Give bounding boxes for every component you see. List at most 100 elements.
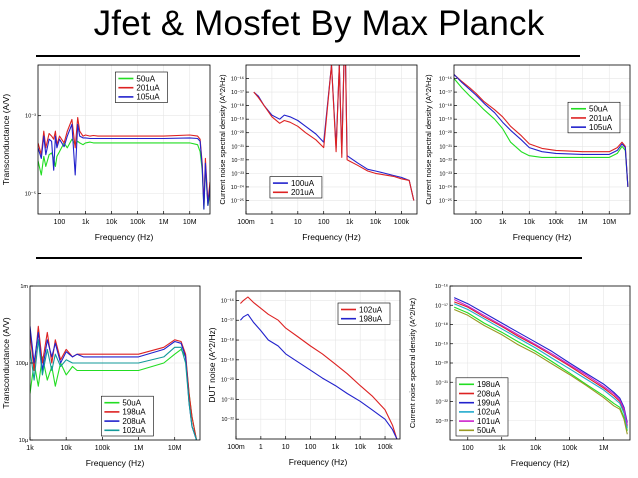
x-axis-label: Frequency (Hz) bbox=[513, 232, 572, 242]
x-tick-label: 10k bbox=[524, 219, 536, 226]
chart-noise-top-middle: 100m 1 10 100 1k 10k 100k 10⁻¹⁶ 10⁻¹⁷ 10⁻¹⁸ 10⁻¹⁹ 1… bbox=[216, 60, 422, 250]
x-tick-label: 10M bbox=[602, 219, 616, 226]
y-tick-label: 10⁻²⁵ bbox=[231, 197, 244, 204]
chart-noise-bottom-right: 100 1k 10k 100k 1M 10⁻¹⁶ 10⁻¹⁷ 10⁻¹⁸ 10⁻¹⁹ 10⁻²⁰ 1… bbox=[406, 282, 636, 476]
series-line-208uA bbox=[454, 301, 628, 427]
p2-svg: 100m 1 10 100 1k 10k 100k 10⁻¹⁶ 10⁻¹⁷ 10⁻¹⁸ 10⁻¹⁹ 1… bbox=[218, 64, 418, 242]
x-tick-label: 10 bbox=[282, 444, 290, 451]
y-tick-label: 10⁻¹⁶ bbox=[221, 297, 234, 304]
series-line-50uA bbox=[38, 138, 210, 210]
legend-label: 208uA bbox=[477, 389, 501, 398]
legend-box bbox=[455, 377, 509, 437]
series-group bbox=[30, 325, 198, 440]
x-tick-label: 1M bbox=[578, 219, 588, 226]
y-tick-label: 10⁻¹⁷ bbox=[221, 317, 234, 324]
y-axis-label: Transconductance (A/V) bbox=[1, 94, 11, 186]
x-tick-label: 1 bbox=[259, 444, 263, 451]
y-tick-label: 10⁻¹⁸ bbox=[221, 337, 234, 344]
x-tick-label: 1k bbox=[26, 445, 34, 452]
y-tick-label: 10⁻²² bbox=[439, 158, 452, 164]
x-tick-label: 100 bbox=[54, 219, 66, 226]
legend-label: 50uA bbox=[136, 74, 155, 83]
y-axis-label: Transconductance (A/V) bbox=[1, 317, 11, 409]
p1-svg: 100 1k 10k 100k 1M 10M 10⁻⁵ 10⁻³ Frequency (Hz) T… bbox=[1, 64, 211, 242]
y-tick-label: 10⁻²⁵ bbox=[439, 197, 452, 204]
x-tick-label: 1M bbox=[134, 445, 144, 452]
y-tick-label: 10⁻²² bbox=[221, 417, 234, 423]
chart-dut-noise: 100m 1 10 100 1k 10k 100k 10⁻¹⁶ 10⁻¹⁷ 10⁻¹⁸ 10⁻¹⁹ 1… bbox=[206, 285, 406, 475]
y-tick-label: 10⁻²³ bbox=[435, 419, 448, 425]
series-line-105uA bbox=[454, 74, 629, 187]
x-tick-label: 1M bbox=[159, 219, 169, 226]
x-tick-label: 100k bbox=[562, 445, 578, 452]
x-axis-label: Frequency (Hz) bbox=[302, 232, 361, 242]
x-tick-label: 1k bbox=[82, 219, 90, 226]
y-tick-label: 10⁻⁵ bbox=[25, 191, 36, 198]
x-tick-label: 1k bbox=[498, 445, 506, 452]
legend-label: 199uA bbox=[477, 399, 501, 408]
series-group bbox=[253, 65, 415, 201]
y-tick-label: 10⁻¹⁹ bbox=[231, 116, 244, 123]
title-underline bbox=[36, 55, 580, 57]
x-tick-label: 10M bbox=[168, 445, 182, 452]
y-tick-label: 10⁻¹⁸ bbox=[439, 103, 452, 110]
x-tick-label: 10k bbox=[106, 219, 118, 226]
legend-label: 102uA bbox=[122, 426, 146, 435]
y-tick-label: 10⁻¹⁹ bbox=[439, 116, 452, 123]
series-line-201uA bbox=[253, 65, 415, 201]
y-tick-label: 10⁻¹⁸ bbox=[435, 322, 448, 329]
x-tick-label: 100m bbox=[227, 444, 245, 451]
legend-label: 50uA bbox=[477, 426, 496, 435]
series-line-208uA bbox=[30, 326, 198, 440]
x-tick-label: 10k bbox=[355, 444, 367, 451]
x-tick-label: 10k bbox=[530, 445, 542, 452]
legend-label: 102uA bbox=[477, 408, 501, 417]
plot-frame bbox=[245, 64, 418, 215]
x-tick-label: 100 bbox=[318, 219, 330, 226]
y-tick-label: 10⁻¹⁷ bbox=[435, 302, 448, 309]
series-group bbox=[453, 297, 628, 435]
x-axis-label: Frequency (Hz) bbox=[511, 458, 570, 468]
y-tick-label: 10⁻¹⁹ bbox=[435, 341, 448, 348]
series-line-102uA bbox=[30, 339, 198, 440]
grid bbox=[454, 65, 630, 214]
y-tick-label: 10⁻²¹ bbox=[435, 380, 448, 386]
x-axis-label: Frequency (Hz) bbox=[289, 457, 348, 467]
section-divider bbox=[36, 257, 582, 259]
p3-svg: 100 1k 10k 100k 1M 10M 10⁻¹⁶ 10⁻¹⁷ 10⁻¹⁸ 10⁻¹⁹ 10⁻… bbox=[424, 64, 631, 242]
legend-label: 105uA bbox=[136, 93, 160, 102]
x-axis-label: Frequency (Hz) bbox=[86, 458, 145, 468]
series-line-201uA bbox=[38, 116, 210, 206]
legend-label: 50uA bbox=[122, 399, 141, 408]
y-axis-label: Current noise spectral density (A^2/Hz) bbox=[424, 74, 433, 205]
p4-svg: 1k 10k 100k 1M 10M 1m 100µ 10µ Frequency (Hz) Tra… bbox=[1, 284, 201, 468]
plot-frame bbox=[37, 64, 211, 215]
plot-area bbox=[454, 65, 630, 214]
legend-label: 208uA bbox=[122, 417, 146, 426]
y-tick-label: 10⁻¹⁶ bbox=[435, 283, 448, 290]
y-tick-label: 10⁻²² bbox=[231, 158, 244, 164]
y-tick-label: 10⁻²⁴ bbox=[231, 184, 245, 191]
x-tick-label: 1k bbox=[332, 444, 340, 451]
legend-label: 101uA bbox=[477, 417, 501, 426]
x-tick-label: 100 bbox=[470, 219, 482, 226]
legend-label: 198uA bbox=[477, 380, 501, 389]
legend-label: 201uA bbox=[589, 114, 613, 123]
y-tick-label: 10⁻¹⁶ bbox=[439, 76, 452, 83]
chart-noise-top-right: 100 1k 10k 100k 1M 10M 10⁻¹⁶ 10⁻¹⁷ 10⁻¹⁸ 10⁻¹⁹ 10⁻… bbox=[422, 60, 636, 250]
series-line-105uA bbox=[38, 123, 210, 210]
series-group bbox=[454, 74, 629, 187]
legend-label: 50uA bbox=[589, 105, 608, 114]
x-tick-label: 100k bbox=[377, 444, 393, 451]
x-tick-label: 100 bbox=[462, 445, 474, 452]
y-tick-label: 10⁻¹⁹ bbox=[221, 357, 234, 364]
x-tick-label: 1M bbox=[599, 445, 609, 452]
chart-transconductance-top: 100 1k 10k 100k 1M 10M 10⁻⁵ 10⁻³ Frequency (Hz) T… bbox=[0, 60, 216, 250]
series-group bbox=[239, 296, 398, 439]
y-tick-label: 10⁻²⁰ bbox=[231, 130, 245, 137]
legend-label: 105uA bbox=[589, 123, 613, 132]
y-tick-label: 10⁻²³ bbox=[231, 171, 244, 177]
